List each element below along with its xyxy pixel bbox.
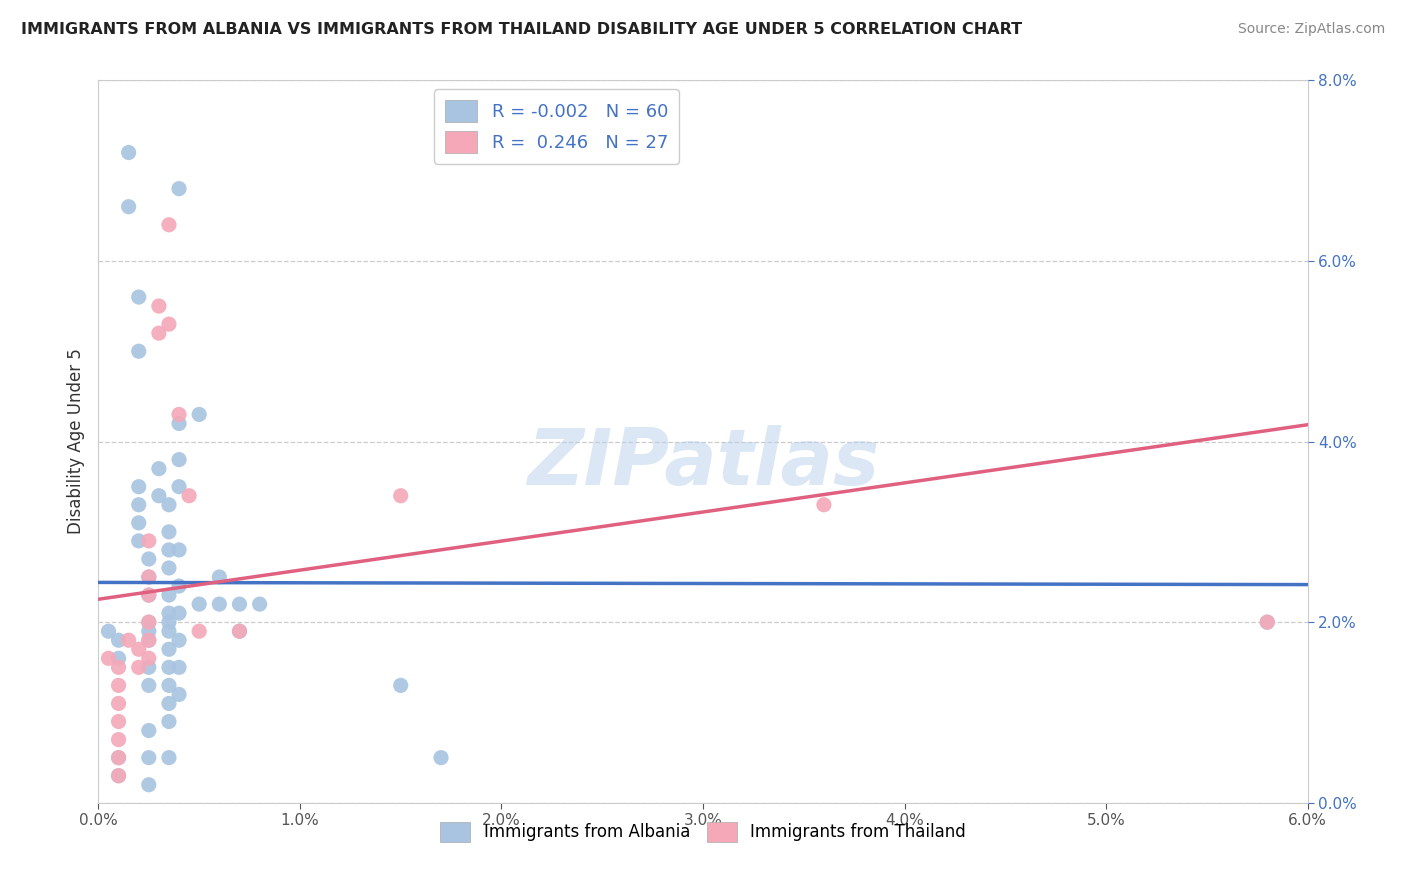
Point [138, 624, 160, 639]
Point [157, 606, 180, 620]
Point [157, 678, 180, 692]
Point [128, 516, 150, 530]
Point [228, 624, 250, 639]
Point [138, 570, 160, 584]
Point [157, 750, 180, 764]
Point [107, 678, 129, 692]
Point [249, 597, 271, 611]
Point [138, 750, 160, 764]
Point [138, 633, 160, 648]
Point [107, 651, 129, 665]
Point [138, 660, 160, 674]
Point [157, 524, 180, 539]
Point [138, 615, 160, 630]
Text: ZIPatlas: ZIPatlas [527, 425, 879, 501]
Point [157, 317, 180, 331]
Point [157, 498, 180, 512]
Point [138, 678, 160, 692]
Point [157, 624, 180, 639]
Point [138, 570, 160, 584]
Point [813, 498, 835, 512]
Point [157, 218, 180, 232]
Point [188, 408, 211, 422]
Point [138, 588, 160, 602]
Point [389, 489, 412, 503]
Point [228, 597, 250, 611]
Point [128, 480, 150, 494]
Point [188, 597, 211, 611]
Point [128, 498, 150, 512]
Point [118, 200, 141, 214]
Point [167, 687, 190, 701]
Point [138, 588, 160, 602]
Point [138, 723, 160, 738]
Point [118, 145, 141, 160]
Point [157, 615, 180, 630]
Point [167, 606, 190, 620]
Point [188, 624, 211, 639]
Point [167, 633, 190, 648]
Point [138, 552, 160, 566]
Point [157, 714, 180, 729]
Point [138, 651, 160, 665]
Point [389, 678, 412, 692]
Point [157, 660, 180, 674]
Point [107, 714, 129, 729]
Point [157, 697, 180, 711]
Y-axis label: Disability Age Under 5: Disability Age Under 5 [66, 349, 84, 534]
Point [157, 642, 180, 657]
Point [128, 660, 150, 674]
Point [1256, 615, 1278, 630]
Point [208, 597, 231, 611]
Point [148, 461, 170, 475]
Point [138, 633, 160, 648]
Point [157, 588, 180, 602]
Point [107, 750, 129, 764]
Point [167, 480, 190, 494]
Point [167, 452, 190, 467]
Point [179, 489, 201, 503]
Point [138, 533, 160, 548]
Point [148, 326, 170, 340]
Point [430, 750, 453, 764]
Point [228, 624, 250, 639]
Point [148, 489, 170, 503]
Point [107, 660, 129, 674]
Point [107, 633, 129, 648]
Point [107, 769, 129, 783]
Point [167, 542, 190, 557]
Point [1256, 615, 1278, 630]
Point [138, 615, 160, 630]
Point [107, 697, 129, 711]
Point [107, 732, 129, 747]
Text: IMMIGRANTS FROM ALBANIA VS IMMIGRANTS FROM THAILAND DISABILITY AGE UNDER 5 CORRE: IMMIGRANTS FROM ALBANIA VS IMMIGRANTS FR… [21, 22, 1022, 37]
Point [128, 344, 150, 359]
Legend: Immigrants from Albania, Immigrants from Thailand: Immigrants from Albania, Immigrants from… [433, 815, 973, 848]
Point [167, 408, 190, 422]
Point [208, 570, 231, 584]
Point [107, 750, 129, 764]
Point [97, 651, 120, 665]
Point [128, 642, 150, 657]
Point [157, 542, 180, 557]
Point [167, 579, 190, 593]
Point [157, 561, 180, 575]
Text: Source: ZipAtlas.com: Source: ZipAtlas.com [1237, 22, 1385, 37]
Point [97, 624, 120, 639]
Point [128, 290, 150, 304]
Point [118, 633, 141, 648]
Point [167, 181, 190, 195]
Point [167, 660, 190, 674]
Point [138, 778, 160, 792]
Point [148, 299, 170, 313]
Point [107, 769, 129, 783]
Point [167, 417, 190, 431]
Point [128, 533, 150, 548]
